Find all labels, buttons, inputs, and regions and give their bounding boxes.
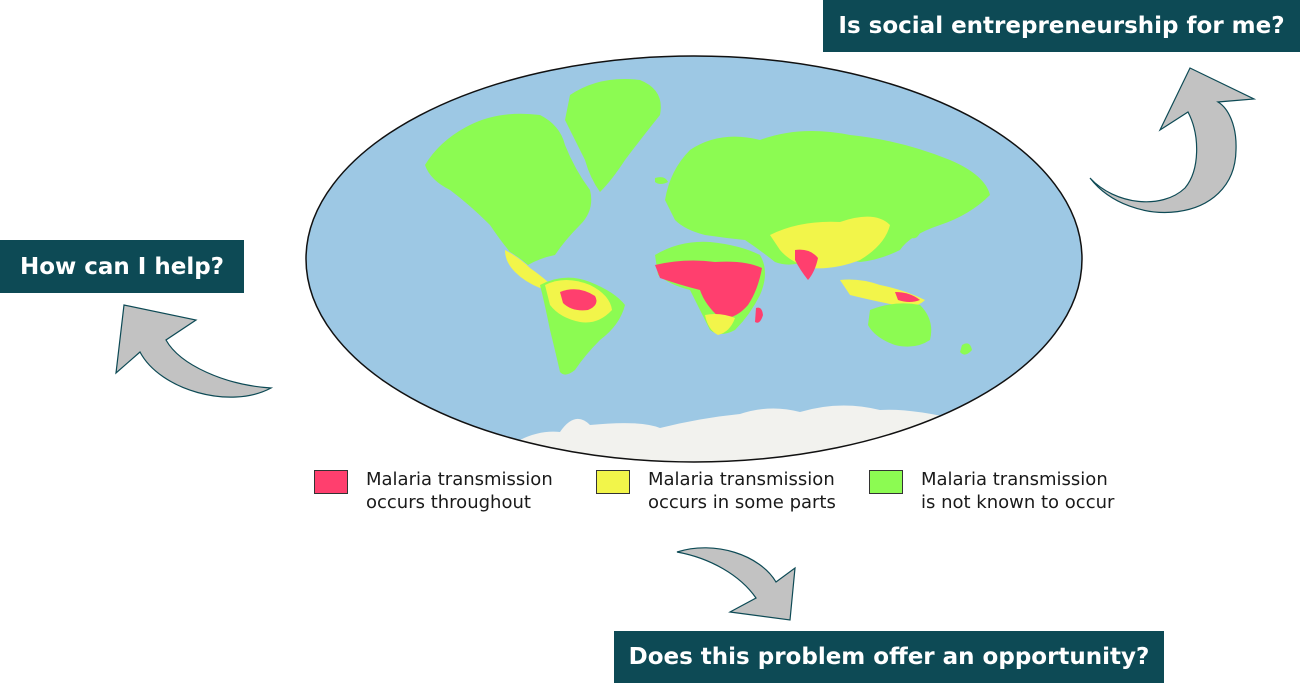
globe-outline [305,55,1083,463]
curved-arrow-up-left-icon [115,304,274,398]
eurasia [665,131,990,265]
legend-item-throughout: Malaria transmission occurs throughout [314,468,553,514]
world-map [305,55,1083,463]
legend-label: Malaria transmission is not known to occ… [921,468,1114,514]
curved-arrow-up-right-icon [1089,67,1257,214]
legend-item-not-known: Malaria transmission is not known to occ… [869,468,1114,514]
legend-label: Malaria transmission occurs in some part… [648,468,836,514]
legend-label: Malaria transmission occurs throughout [366,468,553,514]
iceland [655,177,668,184]
legend-label-line2: occurs in some parts [648,492,836,513]
legend-swatch [596,470,630,494]
legend-label-line1: Malaria transmission [648,469,835,490]
legend-label-line2: occurs throughout [366,492,531,513]
curved-arrow-down-right-icon [676,547,796,621]
southeast-asia-red [895,292,920,302]
legend-label-line2: is not known to occur [921,492,1115,513]
legend-label-line1: Malaria transmission [366,469,553,490]
central-america [505,250,548,288]
japan [912,219,922,239]
greenland [565,79,661,192]
question-how-can-i-help: How can I help? [0,240,244,293]
australia [868,303,932,347]
south-america-red [560,289,597,311]
africa-yellow [705,314,735,335]
question-opportunity: Does this problem offer an opportunity? [614,631,1164,683]
north-america [425,113,592,265]
legend-swatch [869,470,903,494]
madagascar [755,307,763,323]
africa-red [655,260,762,319]
question-social-entrepreneurship: Is social entrepreneurship for me? [823,0,1300,52]
legend-swatch [314,470,348,494]
india-red [795,249,818,280]
legend-label-line1: Malaria transmission [921,469,1108,490]
new-zealand [960,343,972,355]
legend-item-some-parts: Malaria transmission occurs in some part… [596,468,836,514]
